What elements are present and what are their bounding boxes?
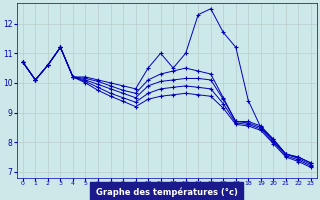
X-axis label: Graphe des températures (°c): Graphe des températures (°c)	[96, 188, 238, 197]
